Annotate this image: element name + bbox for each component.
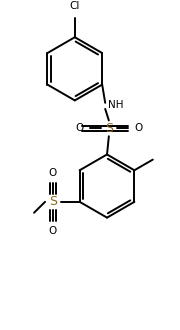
Text: NH: NH [108,100,123,110]
Text: O: O [134,123,143,133]
Text: Cl: Cl [70,1,80,11]
Text: O: O [75,123,83,133]
Text: S: S [49,195,57,208]
Text: O: O [49,168,57,178]
Text: O: O [49,226,57,236]
Text: S: S [105,122,113,135]
